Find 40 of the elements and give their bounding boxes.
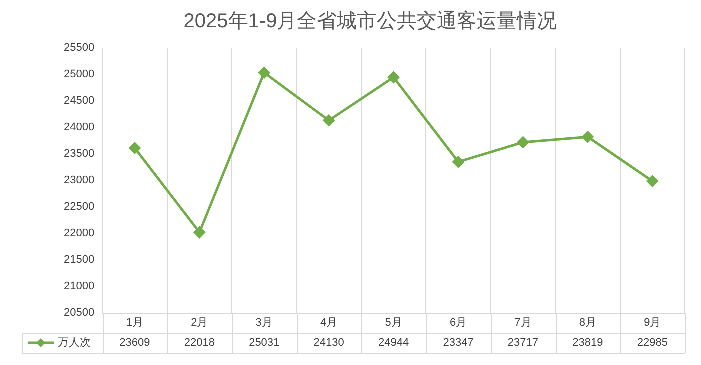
legend-label: 万人次 bbox=[58, 337, 91, 350]
x-tick-label: 4月 bbox=[320, 317, 338, 330]
data-label: 22018 bbox=[184, 337, 215, 350]
y-tick-label: 23500 bbox=[64, 148, 95, 160]
chart-title: 2025年1-9月全省城市公共交通客运量情况 bbox=[184, 10, 558, 33]
point bbox=[258, 67, 270, 79]
y-tick-label: 22000 bbox=[64, 228, 95, 240]
x-tick-label: 6月 bbox=[450, 317, 468, 330]
y-tick-label: 22500 bbox=[64, 201, 95, 214]
point bbox=[582, 131, 594, 143]
y-tick-label: 25000 bbox=[64, 68, 95, 81]
y-tick-label: 20500 bbox=[64, 307, 95, 320]
y-tick-label: 23000 bbox=[64, 174, 95, 187]
data-label: 24944 bbox=[378, 337, 410, 350]
y-tick-label: 21500 bbox=[64, 254, 95, 266]
x-tick-label: 8月 bbox=[579, 317, 596, 330]
x-tick-label: 9月 bbox=[644, 317, 662, 330]
x-tick-label: 2月 bbox=[191, 317, 208, 330]
point bbox=[129, 142, 141, 154]
data-label: 23717 bbox=[508, 337, 539, 350]
data-label: 24130 bbox=[314, 337, 344, 350]
point bbox=[452, 156, 464, 168]
point bbox=[323, 114, 335, 126]
x-tick-label: 7月 bbox=[514, 317, 532, 330]
y-tick-label: 25500 bbox=[64, 42, 95, 54]
y-tick-label: 21000 bbox=[64, 280, 95, 293]
x-tick-label: 3月 bbox=[256, 317, 273, 330]
y-tick-label: 24500 bbox=[64, 95, 95, 108]
x-tick-label: 1月 bbox=[126, 317, 144, 330]
point bbox=[388, 72, 400, 84]
point bbox=[646, 176, 658, 188]
data-label: 23347 bbox=[443, 337, 474, 350]
data-label: 25031 bbox=[249, 337, 280, 350]
data-label: 22985 bbox=[637, 337, 668, 350]
point bbox=[517, 136, 529, 148]
data-label: 23819 bbox=[572, 337, 604, 350]
y-tick-label: 24000 bbox=[64, 122, 95, 134]
point bbox=[194, 226, 206, 238]
x-tick-label: 5月 bbox=[385, 317, 402, 330]
data-label: 23609 bbox=[120, 337, 150, 350]
